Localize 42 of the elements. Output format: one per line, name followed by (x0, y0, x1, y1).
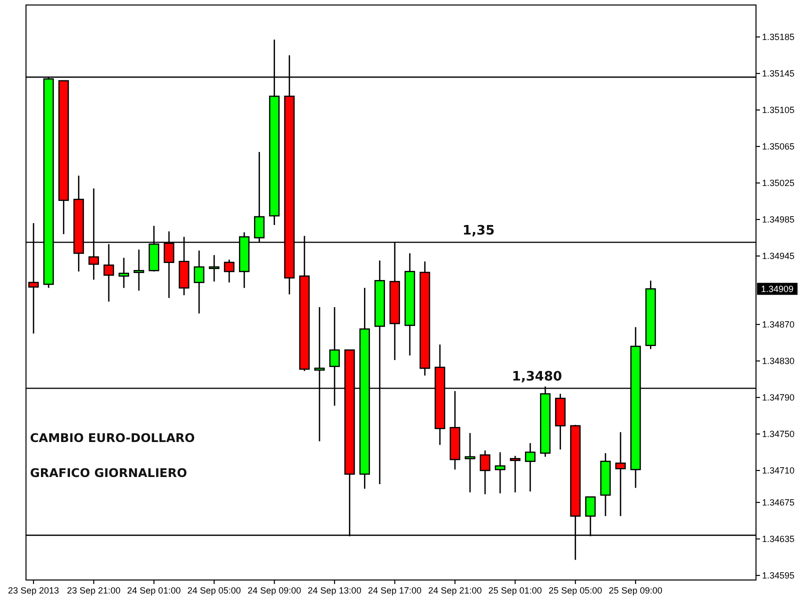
x-tick-label: 24 Sep 13:00 (308, 585, 362, 596)
candlestick (208, 254, 220, 282)
x-tick-label: 25 Sep 05:00 (548, 585, 602, 596)
candlestick (194, 250, 204, 314)
y-tick-label: 1.35105 (762, 104, 795, 115)
x-tick-label: 23 Sep 21:00 (66, 585, 121, 596)
candlestick (464, 432, 476, 494)
x-tick-label: 24 Sep 09:00 (248, 585, 302, 596)
y-tick-label: 1.34870 (762, 319, 795, 330)
text: 1.34909 (761, 284, 794, 294)
annotation: CAMBIO EURO-DOLLARO (30, 431, 195, 445)
x-tick-label: 24 Sep 01:00 (127, 585, 181, 596)
x-tick-label: 24 Sep 05:00 (187, 585, 241, 596)
ref-line-label: 1,3480 (512, 369, 562, 384)
candlestick (118, 257, 130, 289)
y-tick-label: 1.34945 (762, 250, 795, 261)
candlestick (494, 452, 506, 494)
y-tick-label: 1.34595 (762, 570, 795, 580)
x-tick-label: 25 Sep 09:00 (608, 585, 662, 596)
candlestick (615, 431, 626, 517)
candlestick (134, 248, 144, 292)
y-tick-label: 1.34790 (762, 392, 795, 402)
candlestick (480, 450, 490, 495)
y-tick-label: 1.35025 (762, 178, 795, 188)
y-tick-label: 1.34710 (762, 465, 795, 476)
ref-line-label: 1,35 (462, 223, 495, 238)
candlestick (224, 258, 234, 284)
x-tick-label: 24 Sep 17:00 (368, 585, 422, 596)
candlestick (510, 455, 520, 494)
candlestick (524, 442, 536, 492)
y-tick-label: 1.35145 (762, 68, 795, 78)
x-tick-label: 24 Sep 21:00 (428, 585, 482, 596)
x-tick-label: 25 Sep 01:00 (488, 585, 542, 596)
y-tick-label: 1.35185 (762, 32, 795, 42)
y-tick-label: 1.34750 (762, 428, 795, 439)
y-tick-label: 1.35065 (762, 141, 795, 152)
x-tick-label: 23 Sep 2013 (8, 585, 60, 596)
annotation: GRAFICO GIORNALIERO (30, 466, 188, 480)
y-tick-label: 1.34675 (762, 497, 795, 508)
y-tick-label: 1.34985 (762, 214, 795, 224)
y-tick-label: 1.34830 (762, 356, 795, 366)
y-tick-label: 1.34635 (762, 534, 795, 544)
